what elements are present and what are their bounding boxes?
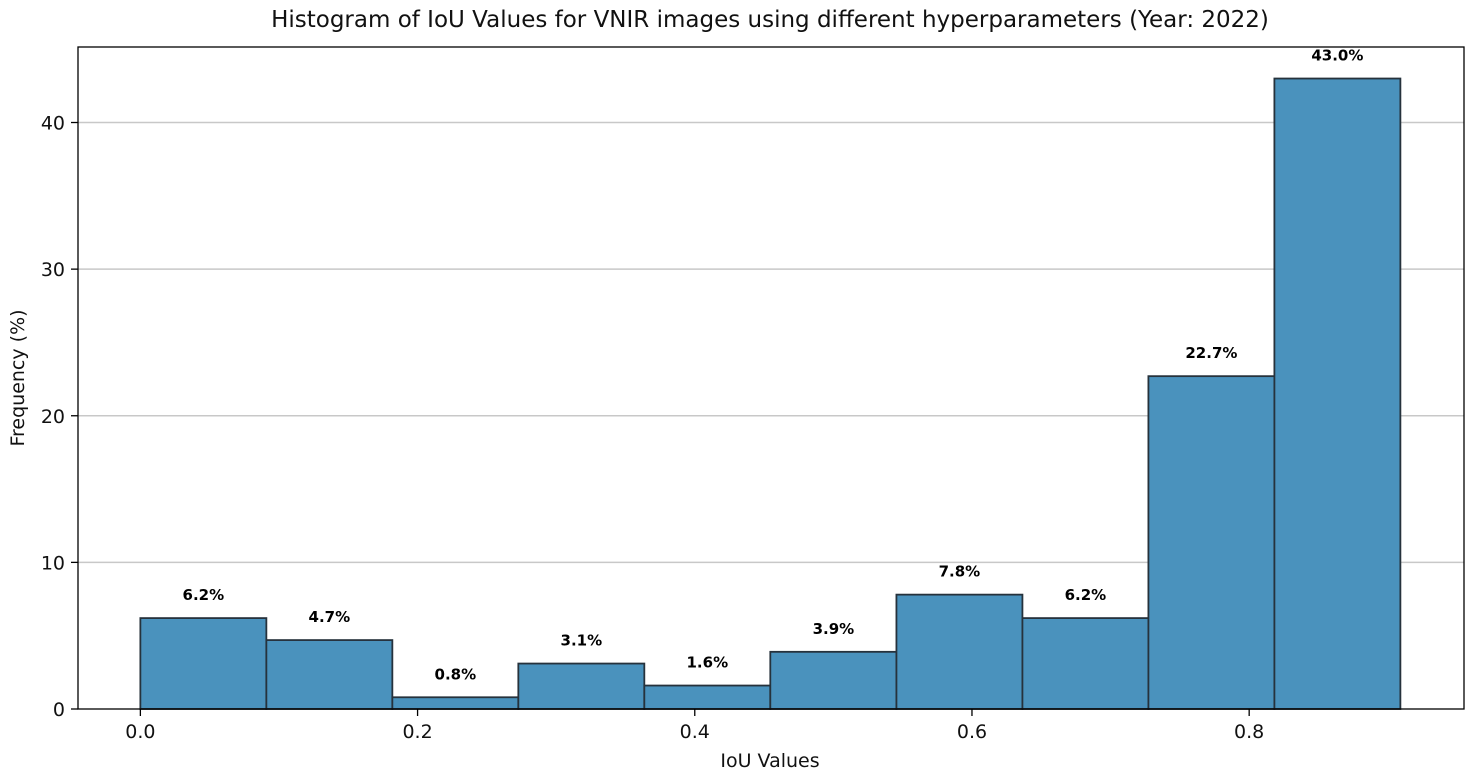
- data-labels: 6.2% 4.7% 0.8% 3.1% 1.6% 3.9% 7.8% 6.2% 22.7% 43.…: [183, 47, 1364, 684]
- bar-1: [265, 639, 394, 710]
- x-tick-label-4: 0.8: [1234, 721, 1264, 743]
- bar-value-label-7: 6.2%: [1065, 586, 1107, 604]
- y-tick-label-3: 30: [41, 259, 65, 281]
- bar-9: [1273, 77, 1402, 710]
- y-tick-label-4: 40: [41, 113, 65, 135]
- bar-0: [139, 617, 268, 710]
- bar-2: [391, 696, 520, 710]
- bar-6: [895, 593, 1024, 710]
- bar-7: [1021, 617, 1150, 710]
- plot-frame: [77, 46, 1465, 710]
- bar-value-label-1: 4.7%: [309, 608, 351, 626]
- x-tick-label-3: 0.6: [957, 721, 987, 743]
- bar-3: [517, 662, 646, 710]
- y-tick-label-0: 0: [53, 699, 65, 721]
- bar-value-label-8: 22.7%: [1185, 344, 1237, 362]
- bar-value-label-3: 3.1%: [561, 632, 603, 650]
- chart-title: Histogram of IoU Values for VNIR images …: [271, 7, 1269, 33]
- x-tick-label-0: 0.0: [125, 721, 155, 743]
- bar-4: [643, 684, 772, 710]
- x-tick-label-2: 0.4: [680, 721, 710, 743]
- bar-8: [1147, 375, 1276, 710]
- bar-value-label-5: 3.9%: [813, 620, 855, 638]
- bar-value-label-4: 1.6%: [687, 654, 729, 672]
- y-tick-label-2: 20: [41, 406, 65, 428]
- bar-value-label-2: 0.8%: [435, 665, 477, 683]
- bar-value-label-9: 43.0%: [1311, 47, 1363, 65]
- x-axis-label: IoU Values: [720, 750, 819, 772]
- x-tick-label-1: 0.2: [402, 721, 432, 743]
- x-axis-ticks: 0.0 0.2 0.4 0.6 0.8: [125, 709, 1264, 743]
- bar-5: [769, 650, 898, 710]
- y-tick-label-1: 10: [41, 552, 65, 574]
- y-axis-ticks: 0 10 20 30 40: [41, 113, 78, 721]
- bars: [139, 77, 1402, 710]
- bar-value-label-6: 7.8%: [939, 563, 981, 581]
- bar-value-label-0: 6.2%: [183, 586, 225, 604]
- y-axis-label: Frequency (%): [7, 309, 29, 446]
